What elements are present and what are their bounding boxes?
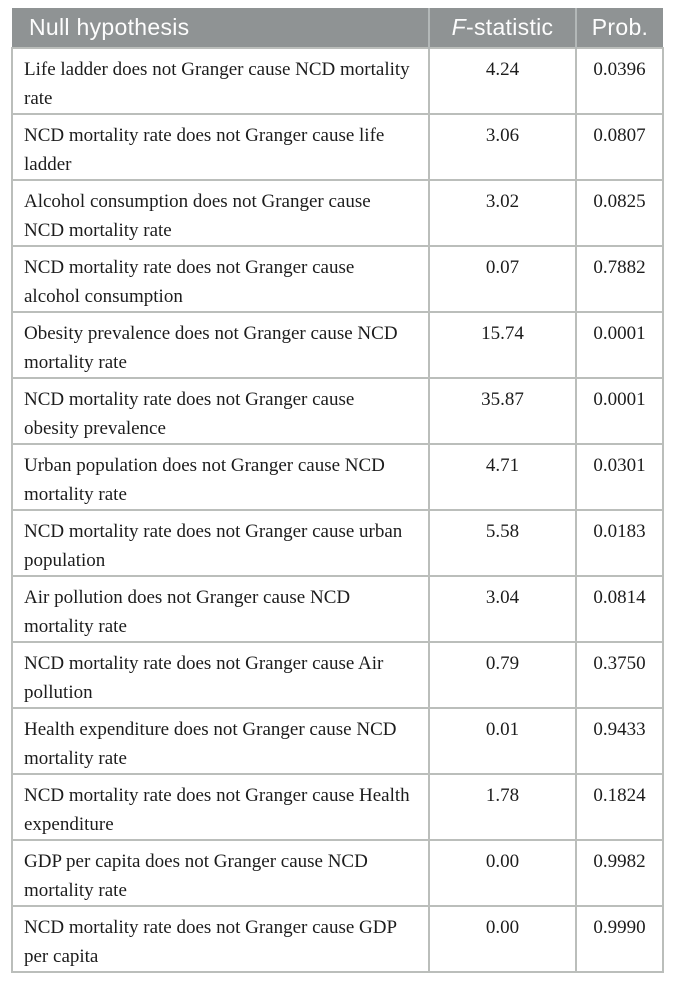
null-hypothesis-cell: NCD mortality rate does not Granger caus… bbox=[11, 509, 430, 577]
f-statistic-cell: 3.06 bbox=[428, 113, 577, 181]
column-header-null-hypothesis: Null hypothesis bbox=[12, 8, 429, 48]
prob-cell: 0.0396 bbox=[575, 47, 664, 115]
f-statistic-suffix: -statistic bbox=[466, 14, 554, 40]
table-row: Air pollution does not Granger cause NCD… bbox=[11, 575, 664, 643]
f-statistic-cell: 3.02 bbox=[428, 179, 577, 247]
prob-cell: 0.0301 bbox=[575, 443, 664, 511]
null-hypothesis-cell: Alcohol consumption does not Granger cau… bbox=[11, 179, 430, 247]
table-row: Life ladder does not Granger cause NCD m… bbox=[11, 47, 664, 115]
prob-cell: 0.0807 bbox=[575, 113, 664, 181]
column-header-prob: Prob. bbox=[575, 8, 663, 48]
f-statistic-italic-symbol: F bbox=[451, 14, 466, 40]
f-statistic-cell: 0.00 bbox=[428, 905, 577, 973]
prob-cell: 0.0001 bbox=[575, 377, 664, 445]
null-hypothesis-cell: NCD mortality rate does not Granger caus… bbox=[11, 905, 430, 973]
f-statistic-cell: 1.78 bbox=[428, 773, 577, 841]
f-statistic-cell: 0.01 bbox=[428, 707, 577, 775]
granger-causality-table: Null hypothesis F-statistic Prob. Life l… bbox=[11, 8, 664, 973]
table-row: Urban population does not Granger cause … bbox=[11, 443, 664, 511]
f-statistic-cell: 5.58 bbox=[428, 509, 577, 577]
prob-cell: 0.0001 bbox=[575, 311, 664, 379]
f-statistic-cell: 4.24 bbox=[428, 47, 577, 115]
null-hypothesis-cell: NCD mortality rate does not Granger caus… bbox=[11, 641, 430, 709]
f-statistic-cell: 0.00 bbox=[428, 839, 577, 907]
table-row: NCD mortality rate does not Granger caus… bbox=[11, 773, 664, 841]
f-statistic-cell: 4.71 bbox=[428, 443, 577, 511]
prob-cell: 0.7882 bbox=[575, 245, 664, 313]
prob-cell: 0.0183 bbox=[575, 509, 664, 577]
table-row: NCD mortality rate does not Granger caus… bbox=[11, 113, 664, 181]
table-row: GDP per capita does not Granger cause NC… bbox=[11, 839, 664, 907]
table-row: NCD mortality rate does not Granger caus… bbox=[11, 905, 664, 973]
table-row: NCD mortality rate does not Granger caus… bbox=[11, 377, 664, 445]
table-row: Health expenditure does not Granger caus… bbox=[11, 707, 664, 775]
prob-cell: 0.9982 bbox=[575, 839, 664, 907]
table-row: Obesity prevalence does not Granger caus… bbox=[11, 311, 664, 379]
prob-cell: 0.9433 bbox=[575, 707, 664, 775]
table-row: NCD mortality rate does not Granger caus… bbox=[11, 509, 664, 577]
f-statistic-cell: 0.79 bbox=[428, 641, 577, 709]
table-body: Life ladder does not Granger cause NCD m… bbox=[11, 47, 664, 973]
null-hypothesis-cell: GDP per capita does not Granger cause NC… bbox=[11, 839, 430, 907]
f-statistic-cell: 0.07 bbox=[428, 245, 577, 313]
f-statistic-cell: 35.87 bbox=[428, 377, 577, 445]
null-hypothesis-cell: Health expenditure does not Granger caus… bbox=[11, 707, 430, 775]
table-row: Alcohol consumption does not Granger cau… bbox=[11, 179, 664, 247]
table-row: NCD mortality rate does not Granger caus… bbox=[11, 641, 664, 709]
f-statistic-cell: 15.74 bbox=[428, 311, 577, 379]
null-hypothesis-cell: Urban population does not Granger cause … bbox=[11, 443, 430, 511]
table-row: NCD mortality rate does not Granger caus… bbox=[11, 245, 664, 313]
header-row: Null hypothesis F-statistic Prob. bbox=[12, 8, 663, 48]
prob-cell: 0.9990 bbox=[575, 905, 664, 973]
table-header: Null hypothesis F-statistic Prob. bbox=[12, 8, 663, 48]
prob-cell: 0.0814 bbox=[575, 575, 664, 643]
null-hypothesis-cell: NCD mortality rate does not Granger caus… bbox=[11, 113, 430, 181]
column-header-f-statistic: F-statistic bbox=[428, 8, 576, 48]
null-hypothesis-cell: NCD mortality rate does not Granger caus… bbox=[11, 773, 430, 841]
null-hypothesis-cell: NCD mortality rate does not Granger caus… bbox=[11, 377, 430, 445]
prob-cell: 0.3750 bbox=[575, 641, 664, 709]
null-hypothesis-cell: NCD mortality rate does not Granger caus… bbox=[11, 245, 430, 313]
prob-cell: 0.1824 bbox=[575, 773, 664, 841]
prob-cell: 0.0825 bbox=[575, 179, 664, 247]
f-statistic-cell: 3.04 bbox=[428, 575, 577, 643]
null-hypothesis-cell: Obesity prevalence does not Granger caus… bbox=[11, 311, 430, 379]
null-hypothesis-cell: Life ladder does not Granger cause NCD m… bbox=[11, 47, 430, 115]
null-hypothesis-cell: Air pollution does not Granger cause NCD… bbox=[11, 575, 430, 643]
